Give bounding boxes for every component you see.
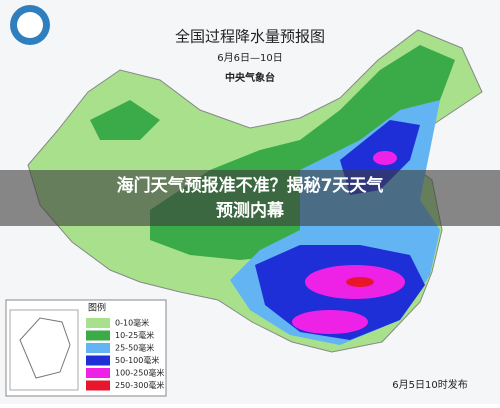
region-magenta-2 bbox=[292, 310, 368, 334]
region-green-nw bbox=[90, 100, 160, 140]
legend-label: 10-25毫米 bbox=[115, 330, 154, 340]
region-magenta-3 bbox=[373, 151, 397, 165]
legend-label: 25-50毫米 bbox=[115, 343, 154, 353]
region-red bbox=[346, 277, 374, 287]
caption-band bbox=[0, 170, 500, 226]
legend-swatch bbox=[86, 368, 110, 378]
map-issuer: 中央气象台 bbox=[225, 71, 275, 84]
legend-title: 图例 bbox=[88, 302, 106, 314]
inset-outline bbox=[19, 317, 71, 379]
map-title: 全国过程降水量预报图 bbox=[175, 28, 325, 46]
legend-swatch bbox=[86, 355, 110, 366]
legend-label: 0-10毫米 bbox=[115, 318, 149, 328]
legend-label: 50-100毫米 bbox=[115, 355, 159, 365]
legend-label: 250-300毫米 bbox=[115, 380, 164, 390]
legend-swatch bbox=[86, 380, 110, 391]
legend-swatch bbox=[86, 330, 110, 341]
legend-swatch bbox=[86, 318, 110, 328]
legend-swatch bbox=[86, 343, 110, 353]
release-time: 6月5日10时发布 bbox=[392, 378, 467, 391]
legend-label: 100-250毫米 bbox=[115, 368, 164, 378]
logo-inner bbox=[17, 12, 43, 38]
map-period: 6月6日—10日 bbox=[217, 52, 282, 64]
caption-line: 海门天气预报准不准？揭秘7天天气 bbox=[117, 175, 384, 196]
caption-line: 预测内幕 bbox=[216, 200, 285, 221]
inset-map bbox=[9, 309, 79, 391]
